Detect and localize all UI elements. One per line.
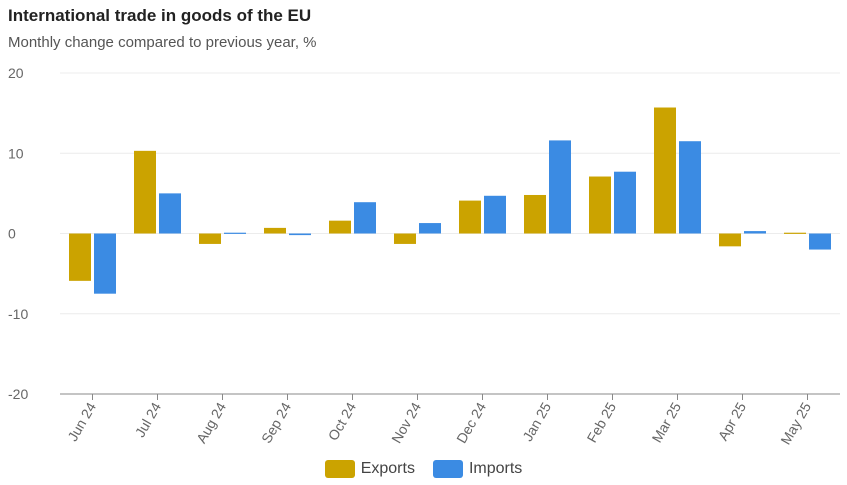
y-tick-label: 20: [8, 65, 24, 81]
legend-item-exports[interactable]: Exports: [324, 460, 415, 478]
bar-imports-feb-25[interactable]: [614, 171, 636, 234]
x-tick-label: Feb 25: [583, 399, 619, 445]
bar-imports-aug-24[interactable]: [224, 232, 246, 234]
bar-exports-oct-24[interactable]: [329, 220, 351, 234]
x-tick-label: Mar 25: [648, 399, 684, 445]
bar-exports-jul-24[interactable]: [134, 150, 156, 234]
legend: Exports Imports: [0, 460, 847, 478]
bar-imports-jul-24[interactable]: [159, 193, 181, 234]
x-tick-label: Apr 25: [715, 399, 750, 443]
bar-imports-jan-25[interactable]: [549, 140, 571, 234]
y-tick-label: 0: [8, 226, 16, 242]
bar-exports-sep-24[interactable]: [264, 227, 286, 234]
y-tick-label: -20: [8, 386, 28, 402]
bar-imports-apr-25[interactable]: [744, 231, 766, 234]
x-tick-label: Sep 24: [258, 399, 294, 446]
bar-exports-may-25[interactable]: [784, 232, 806, 234]
bar-imports-mar-25[interactable]: [679, 141, 701, 234]
x-tick-label: Jun 24: [64, 399, 99, 444]
x-tick-label: Oct 24: [325, 399, 360, 443]
bar-imports-oct-24[interactable]: [354, 202, 376, 234]
bar-exports-apr-25[interactable]: [719, 233, 741, 247]
x-tick-label: Jul 24: [132, 399, 165, 440]
x-tick-label: Nov 24: [388, 399, 424, 446]
bar-imports-nov-24[interactable]: [419, 223, 441, 234]
legend-item-imports[interactable]: Imports: [432, 460, 523, 478]
x-tick-label: Dec 24: [453, 399, 489, 446]
y-tick-label: -10: [8, 306, 28, 322]
bar-exports-dec-24[interactable]: [459, 200, 481, 234]
y-tick-label: 10: [8, 145, 24, 161]
x-tick-label: Jan 25: [519, 399, 554, 444]
bar-exports-aug-24[interactable]: [199, 233, 221, 244]
legend-label-exports: Exports: [360, 460, 415, 477]
bar-imports-may-25[interactable]: [809, 233, 831, 250]
bar-exports-jan-25[interactable]: [524, 194, 546, 234]
bar-imports-jun-24[interactable]: [94, 233, 116, 294]
legend-swatch-exports: [324, 460, 355, 478]
bar-imports-sep-24[interactable]: [289, 233, 311, 236]
legend-label-imports: Imports: [468, 460, 523, 477]
bar-exports-mar-25[interactable]: [654, 107, 676, 234]
bar-exports-feb-25[interactable]: [589, 176, 611, 234]
chart-subtitle: Monthly change compared to previous year…: [8, 34, 317, 51]
bar-imports-dec-24[interactable]: [484, 195, 506, 234]
legend-swatch-imports: [432, 460, 463, 478]
bar-exports-nov-24[interactable]: [394, 233, 416, 244]
x-tick-label: Aug 24: [193, 399, 229, 446]
chart-title: International trade in goods of the EU: [8, 6, 312, 25]
x-tick-label: May 25: [777, 399, 814, 447]
bar-exports-jun-24[interactable]: [69, 233, 91, 281]
